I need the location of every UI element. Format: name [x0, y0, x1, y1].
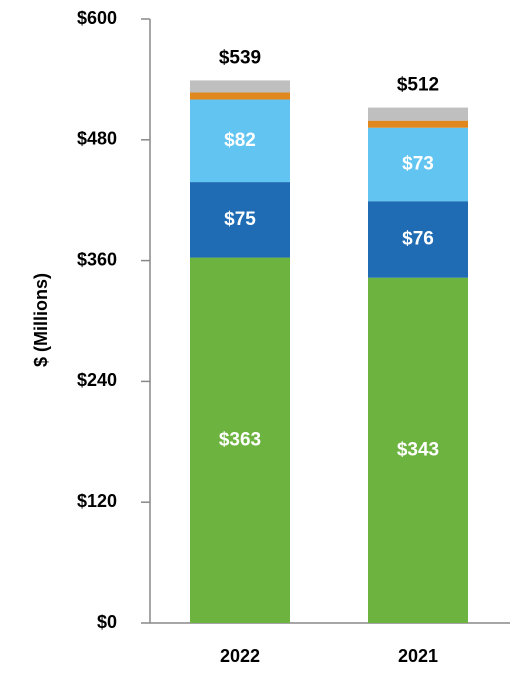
total-label: $512 [397, 75, 439, 96]
value-label: $75 [224, 209, 256, 230]
value-label: $363 [219, 429, 261, 450]
bar-segment [368, 201, 468, 278]
y-tick-label: $600 [77, 8, 117, 28]
value-label: $82 [224, 130, 256, 151]
bar-segment [190, 80, 290, 93]
value-label: $76 [402, 228, 434, 249]
bar-segment [368, 127, 468, 202]
total-label: $539 [219, 47, 261, 68]
bar-segment [190, 257, 290, 623]
bar-segment [190, 182, 290, 258]
value-label: $73 [402, 153, 434, 174]
bar-segment [190, 99, 290, 183]
x-tick-label: 2022 [220, 646, 260, 666]
x-tick-label: 2021 [398, 646, 438, 666]
y-axis-label: $ (Millions) [31, 273, 51, 367]
bar-segment [368, 120, 468, 128]
y-tick-label: $120 [77, 491, 117, 511]
y-tick-label: $480 [77, 129, 117, 149]
bar-segment [368, 277, 468, 623]
y-tick-label: $0 [97, 612, 117, 632]
y-tick-label: $360 [77, 249, 117, 269]
value-label: $343 [397, 439, 439, 460]
bar-segment [190, 92, 290, 100]
y-tick-label: $240 [77, 370, 117, 390]
bar-segment [368, 107, 468, 121]
